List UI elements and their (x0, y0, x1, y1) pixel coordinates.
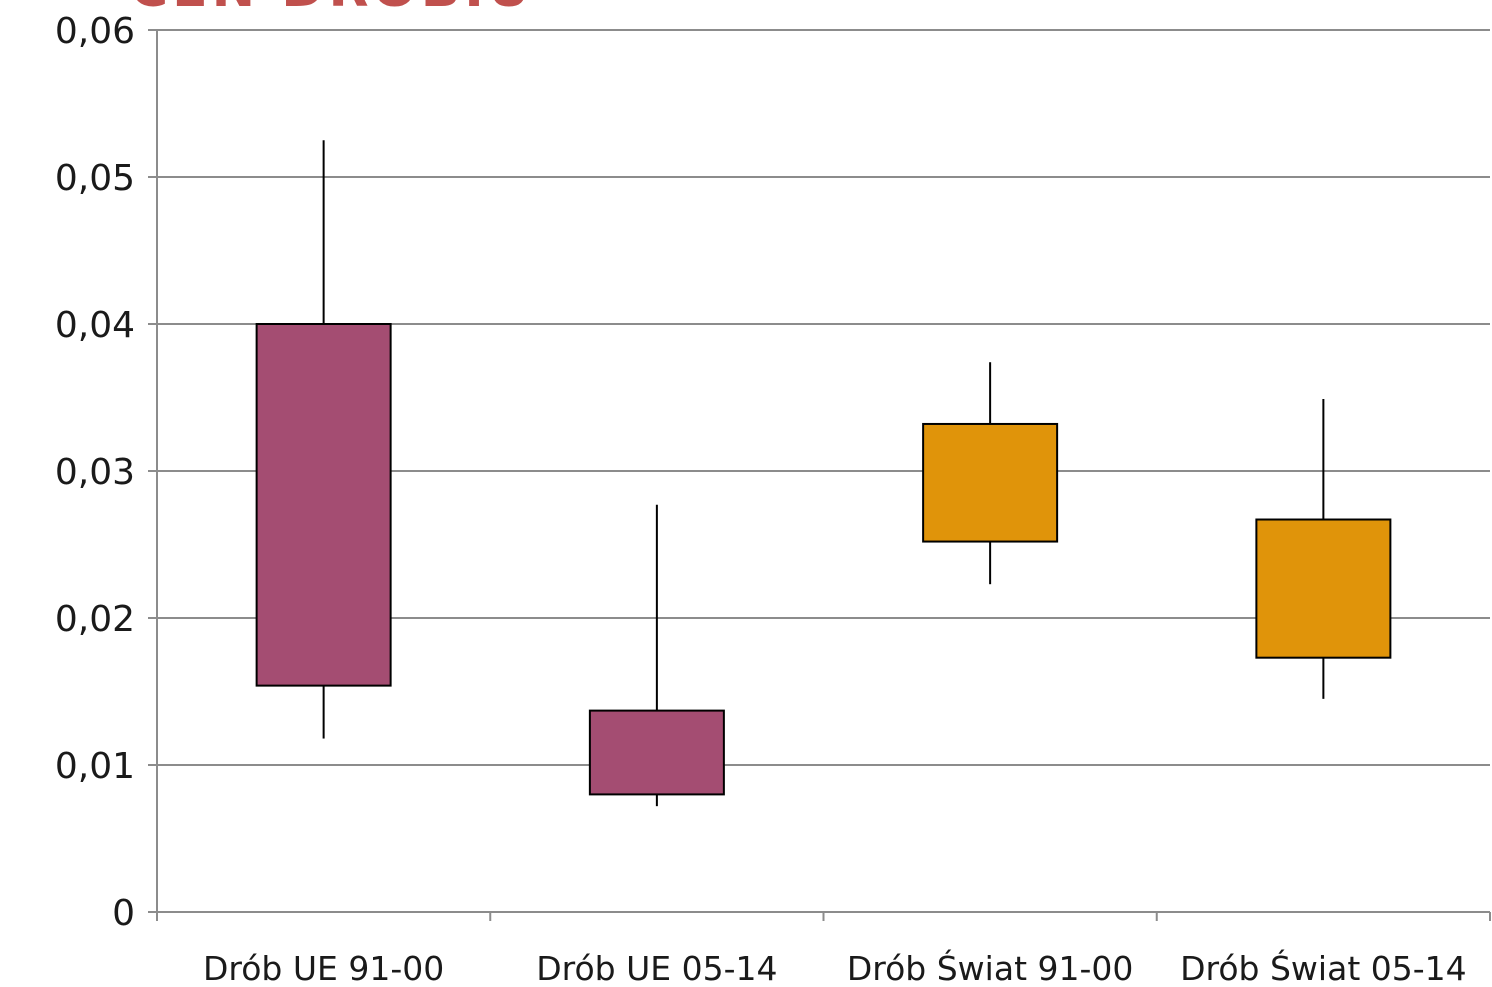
y-tick-label: 0 (112, 893, 135, 934)
y-tick-labels: 0 0,01 0,02 0,03 0,04 0,05 0,06 (55, 11, 135, 934)
x-tick-label: Drób UE 05-14 (536, 949, 777, 987)
box (588, 709, 725, 796)
box (255, 323, 392, 687)
y-tick-label: 0,05 (55, 158, 135, 199)
y-tick-label: 0,01 (55, 746, 135, 787)
axes (148, 29, 1491, 921)
box (922, 422, 1059, 543)
y-tick-label: 0,04 (55, 305, 135, 346)
y-tick-label: 0,02 (55, 599, 135, 640)
x-tick-labels: Drób UE 91-00 Drób UE 05-14 Drób Świat 91-… (203, 948, 1467, 987)
box (1255, 518, 1392, 659)
x-tick-label: Drób UE 91-00 (203, 949, 444, 987)
chart-title: CEN DROBIU (130, 0, 534, 19)
y-tick-label: 0,03 (55, 452, 135, 493)
x-tick-label: Drób Świat 05-14 (1180, 948, 1467, 987)
y-tick-label: 0,06 (55, 11, 135, 52)
boxes (255, 140, 1392, 807)
x-tick-label: Drób Świat 91-00 (847, 948, 1134, 987)
